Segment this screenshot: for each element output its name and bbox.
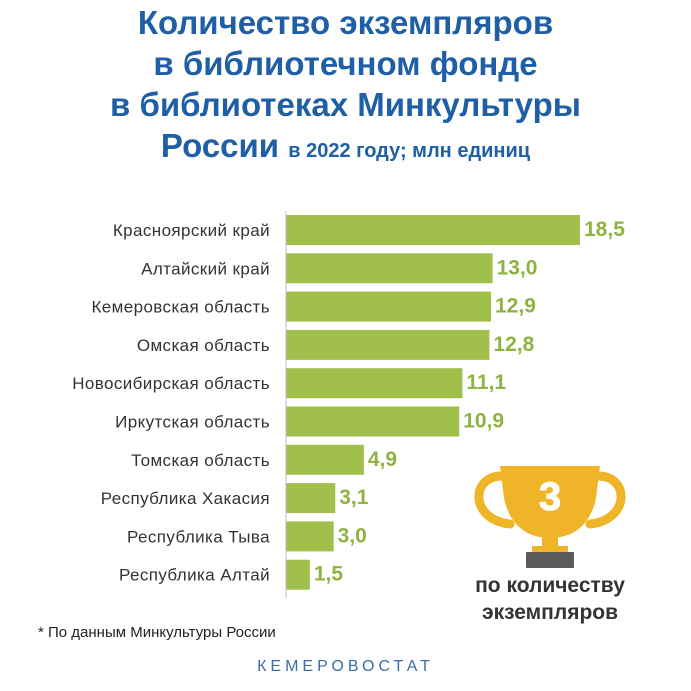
award-caption-line-1: по количеству bbox=[475, 574, 625, 597]
bar-6 bbox=[286, 444, 364, 475]
title-line-1: Количество экземпляров bbox=[137, 4, 554, 41]
value-label-0: 18,5 bbox=[584, 218, 625, 241]
bar-7 bbox=[286, 483, 336, 514]
category-label-1: Алтайский край bbox=[141, 259, 270, 278]
category-label-8: Республика Тыва bbox=[127, 527, 270, 546]
source-label: КЕМЕРОВОСТАТ bbox=[257, 658, 434, 675]
title-line-2: в библиотечном фонде bbox=[153, 45, 538, 82]
value-label-4: 11,1 bbox=[466, 371, 506, 394]
category-label-2: Кемеровская область bbox=[92, 298, 271, 317]
category-label-0: Красноярский край bbox=[113, 221, 270, 240]
category-label-7: Республика Хакасия bbox=[101, 489, 270, 508]
bar-4 bbox=[286, 368, 463, 399]
category-label-5: Иркутская область bbox=[115, 413, 270, 432]
value-label-2: 12,9 bbox=[495, 295, 536, 318]
bar-1 bbox=[286, 253, 493, 284]
value-label-7: 3,1 bbox=[339, 486, 369, 509]
title-subtitle: в 2022 году; млн единиц bbox=[288, 140, 531, 162]
category-label-4: Новосибирская область bbox=[72, 374, 270, 393]
award-caption-line-2: экземпляров bbox=[481, 601, 619, 624]
footnote: * По данным Минкультуры России bbox=[38, 624, 276, 641]
bar-2 bbox=[286, 291, 492, 322]
chart-title: Количество экземпляров в библиотечном фо… bbox=[0, 2, 691, 172]
category-label-6: Томская область bbox=[131, 451, 270, 470]
award-badge: 3 bbox=[440, 458, 660, 575]
award-caption: по количеству экземпляров bbox=[430, 572, 670, 626]
bars-group: Красноярский край 18,5 Алтайский край 13,0 К… bbox=[72, 215, 625, 590]
bar-9 bbox=[286, 559, 310, 590]
category-label-3: Омская область bbox=[137, 336, 270, 355]
title-line-4: России в 2022 году; млн единиц bbox=[0, 125, 691, 172]
bar-5 bbox=[286, 406, 460, 437]
category-label-9: Республика Алтай bbox=[119, 566, 270, 585]
value-label-3: 12,8 bbox=[493, 333, 534, 356]
bar-0 bbox=[286, 215, 580, 245]
value-label-5: 10,9 bbox=[463, 410, 504, 433]
value-label-6: 4,9 bbox=[368, 448, 397, 471]
bar-8 bbox=[286, 521, 334, 552]
value-label-9: 1,5 bbox=[314, 563, 344, 586]
bar-3 bbox=[286, 329, 490, 360]
value-label-8: 3,0 bbox=[338, 524, 367, 547]
title-country: России bbox=[160, 127, 280, 164]
value-label-1: 13,0 bbox=[497, 256, 538, 279]
title-line-3: в библиотеках Минкультуры bbox=[110, 86, 581, 123]
trophy-rank: 3 bbox=[539, 475, 561, 519]
trophy-icon: 3 bbox=[474, 466, 626, 568]
